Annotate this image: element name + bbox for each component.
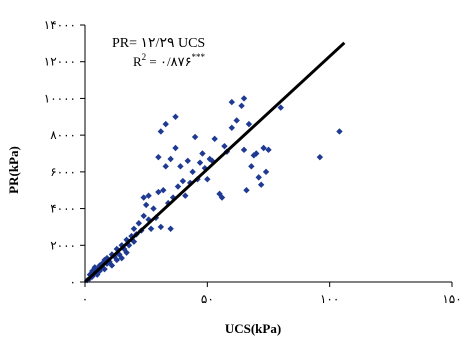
data-point [155, 188, 162, 196]
y-tick-label: ۸۰۰۰ [50, 128, 76, 142]
data-point [199, 150, 206, 157]
data-point [128, 232, 135, 240]
data-point [123, 249, 130, 256]
data-point [140, 212, 147, 220]
r-squared-prefix: R [133, 54, 142, 69]
data-point [245, 120, 253, 128]
data-point [218, 194, 226, 201]
data-point [113, 245, 121, 253]
data-point [336, 128, 343, 135]
data-point [248, 163, 255, 170]
x-tick-label: ۰ [82, 292, 88, 306]
data-point [108, 262, 116, 269]
data-point [240, 95, 248, 102]
y-tick-label: ۱۴۰۰۰ [44, 18, 76, 32]
data-point [182, 192, 189, 199]
trendline-equation: PR= ۱۲/۲۹ UCS [112, 36, 205, 51]
data-point [172, 144, 179, 152]
data-point [228, 98, 235, 106]
data-point [233, 117, 240, 124]
y-tick-label: ۶۰۰۰ [50, 165, 76, 179]
x-tick-label: ۱۵۰ [442, 292, 461, 306]
data-point [260, 144, 267, 152]
y-axis-title: PR(kPa) [6, 146, 21, 194]
data-point [135, 220, 143, 227]
data-point [238, 102, 245, 109]
y-tick-label: ۰ [70, 275, 76, 289]
axes [84, 25, 452, 283]
data-point [211, 135, 218, 143]
data-point [130, 225, 138, 232]
y-tick-label: ۱۲۰۰۰ [44, 55, 76, 69]
data-point [162, 120, 169, 128]
data-point [172, 113, 179, 120]
data-point [257, 181, 265, 188]
data-point [206, 155, 213, 163]
data-point [187, 179, 194, 187]
data-point [243, 187, 250, 194]
data-point [253, 150, 260, 157]
data-point [150, 205, 157, 212]
data-point [155, 153, 162, 161]
data-points [84, 95, 343, 284]
data-point [174, 183, 182, 190]
data-point [184, 157, 191, 165]
r-squared-label: R2 = ۰/۸۷۶*** [133, 52, 206, 69]
data-point [240, 146, 248, 154]
data-point [167, 225, 174, 232]
data-point [101, 265, 108, 273]
data-point [157, 128, 165, 135]
data-point [262, 168, 270, 176]
data-point [113, 256, 121, 264]
data-point [140, 194, 147, 201]
x-axis-title: UCS(kPa) [225, 321, 281, 336]
data-point [167, 155, 174, 163]
data-point [255, 174, 262, 181]
data-point [162, 163, 169, 170]
data-point [160, 187, 167, 194]
data-point [177, 163, 184, 170]
data-point [204, 176, 211, 183]
y-tick-label: ۱۰۰۰۰ [44, 91, 76, 105]
significance-stars: *** [192, 52, 206, 62]
data-point [196, 159, 204, 166]
data-point [191, 133, 199, 141]
data-point [103, 254, 111, 262]
r-squared-superscript: 2 [142, 52, 147, 62]
x-tick-label: ۱۰۰ [320, 292, 339, 306]
data-point [147, 225, 155, 232]
data-point [316, 153, 324, 161]
data-point [142, 201, 150, 209]
data-point [189, 168, 196, 176]
axis-ticks: ۰ ۵۰ ۱۰۰ ۱۵۰ ۰ ۲۰۰۰ ۴۰۰۰ ۶۰۰۰ ۸۰۰۰ ۱۰۰۰۰ ۱۲۰۰۰ ۱۴۰۰… [44, 18, 462, 306]
data-point [118, 254, 125, 262]
data-point [145, 192, 152, 199]
data-point [179, 177, 187, 185]
data-point [221, 142, 228, 150]
y-tick-label: ۴۰۰۰ [50, 202, 76, 216]
r-squared-value: = ۰/۸۷۶ [146, 54, 191, 69]
data-point [265, 146, 272, 154]
y-tick-label: ۲۰۰۰ [50, 238, 76, 252]
data-point [228, 124, 235, 131]
data-point [157, 223, 165, 231]
x-tick-label: ۵۰ [201, 292, 214, 306]
data-point [277, 104, 284, 111]
trendline [83, 41, 346, 284]
